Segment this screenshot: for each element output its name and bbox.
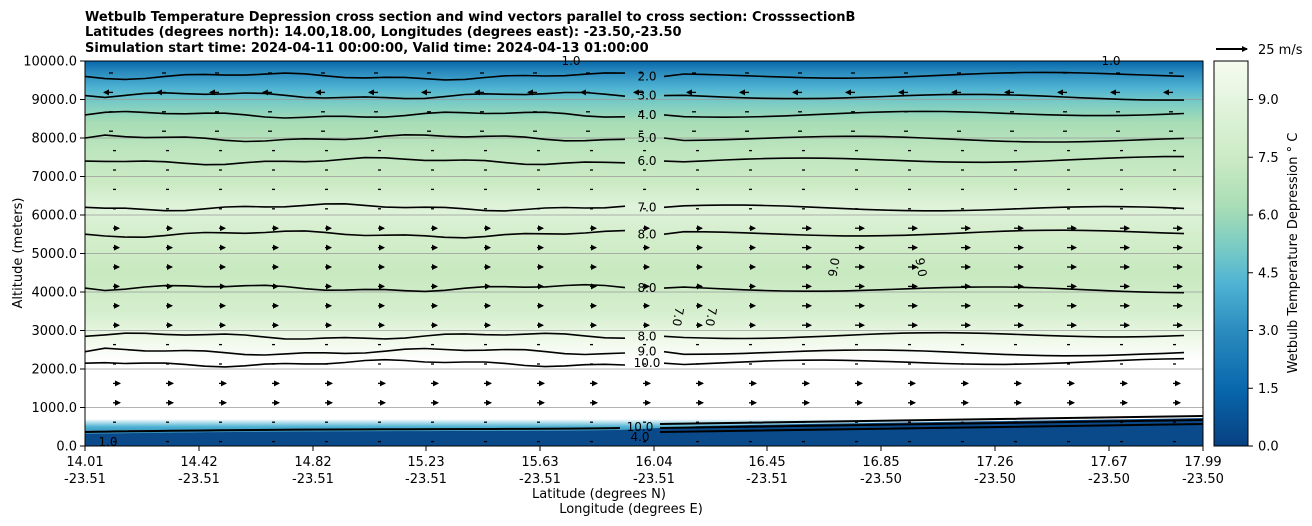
contour-line — [85, 91, 1184, 101]
contour-label: 9.0 — [637, 345, 656, 359]
contour-line — [85, 357, 1185, 368]
contour-lines — [85, 71, 1185, 368]
x-tick-label-lon: -23.50 — [1088, 472, 1130, 487]
x-tick-label-lat: 14.42 — [180, 455, 217, 470]
y-tick-label: 7000.0 — [32, 170, 78, 185]
title-line-1: Wetbulb Temperature Depression cross sec… — [85, 10, 855, 25]
colorbar-tick-label: 4.5 — [1258, 266, 1279, 281]
colorbar-tick-label: 6.0 — [1258, 209, 1279, 224]
x-tick-label-lon: -23.51 — [178, 472, 220, 487]
y-tick-label: 10000.0 — [23, 55, 77, 70]
x-tick-label-lon: -23.50 — [1182, 472, 1224, 487]
y-tick-label: 3000.0 — [32, 324, 78, 339]
contour-line — [85, 202, 1185, 212]
colorbar-tick-label: 0.0 — [1258, 440, 1279, 455]
contour-label: 9.0 — [912, 257, 929, 278]
x-axis-label-latitude: Latitude (degrees N) — [532, 487, 666, 502]
contour-label: 8.0 — [637, 227, 656, 241]
contour-line — [85, 229, 1185, 239]
x-tick-label-lat: 15.63 — [521, 455, 558, 470]
x-tick-label-lon: -23.51 — [633, 472, 675, 487]
surface-contours — [85, 415, 1203, 433]
contour-label: 1.0 — [561, 54, 580, 68]
colorbar-label: Wetbulb Temperature Depression ° C — [1286, 133, 1301, 374]
contour-label: 9.0 — [826, 257, 843, 278]
colorbar-fill — [1213, 60, 1249, 447]
colorbar-ticks: 0.0 1.5 3.0 4.5 6.0 7.5 9.0 — [1248, 93, 1279, 455]
y-tick-label: 1000.0 — [32, 401, 78, 416]
x-axis: 14.01 -23.51 14.42 -23.51 14.82 -23.51 15.23 -2… — [64, 446, 1224, 487]
gridlines — [85, 99, 1203, 408]
contour-label: 1.0 — [1101, 54, 1120, 68]
contour-label: 10.0 — [634, 356, 661, 370]
y-tick-label: 6000.0 — [32, 209, 78, 224]
chart-title: Wetbulb Temperature Depression cross sec… — [85, 10, 855, 56]
y-tick-label: 5000.0 — [32, 247, 78, 262]
colorbar-tick-label: 9.0 — [1258, 93, 1279, 108]
x-tick-label-lat: 14.01 — [66, 455, 103, 470]
contour-label: 6.0 — [637, 154, 656, 168]
x-tick-label-lat: 16.45 — [748, 455, 785, 470]
y-tick-label: 0.0 — [56, 440, 77, 455]
y-axis: 0.0 1000.0 2000.0 3000.0 4000.0 5000.0 6000.0 7… — [23, 55, 85, 455]
contour-label: 5.0 — [637, 131, 656, 145]
x-tick-label-lon: -23.51 — [405, 472, 447, 487]
y-tick-label: 4000.0 — [32, 286, 78, 301]
x-tick-label-lat: 14.82 — [294, 455, 331, 470]
y-tick-label: 9000.0 — [32, 93, 78, 108]
x-tick-label-lon: -23.51 — [519, 472, 561, 487]
colorbar-tick-label: 7.5 — [1258, 151, 1279, 166]
contour-line — [85, 133, 1185, 143]
contour-label: 2.0 — [637, 69, 656, 83]
contour-labels: 2.03.04.05.06.07.08.08.08.09.010.01.0 1.0… — [98, 54, 1120, 449]
contour-label: 8.0 — [637, 329, 656, 343]
plot-area — [85, 61, 1203, 446]
contour-label: 3.0 — [637, 89, 656, 103]
contour-label: 10.0 — [627, 420, 654, 434]
x-tick-label-lat: 16.04 — [635, 455, 672, 470]
colorbar-tick-label: 1.5 — [1258, 382, 1279, 397]
x-tick-label-lat: 17.99 — [1184, 455, 1221, 470]
x-tick-label-lon: -23.51 — [64, 472, 106, 487]
x-tick-label-lat: 15.23 — [407, 455, 444, 470]
y-axis-label: Altitude (meters) — [11, 198, 26, 309]
x-tick-label-lat: 17.67 — [1090, 455, 1127, 470]
contour-label: 4.0 — [637, 108, 656, 122]
quiver-key-label: 25 m/s — [1258, 43, 1303, 58]
quiver-key: 25 m/s — [1216, 43, 1303, 58]
y-tick-label: 8000.0 — [32, 132, 78, 147]
x-tick-label-lon: -23.50 — [974, 472, 1016, 487]
colorbar-tick-label: 3.0 — [1258, 324, 1279, 339]
contour-label: 4.0 — [630, 430, 649, 444]
x-tick-label-lon: -23.51 — [746, 472, 788, 487]
x-tick-label-lon: -23.51 — [292, 472, 334, 487]
contour-label: 7.0 — [702, 306, 719, 327]
contour-line — [85, 283, 1185, 294]
contour-label: 7.0 — [637, 200, 656, 214]
contour-line — [85, 71, 1185, 81]
colorbar: 0.0 1.5 3.0 4.5 6.0 7.5 9.0 Wetbulb Temperatur… — [1213, 60, 1301, 455]
wind-vectors — [103, 72, 1183, 443]
contour-line — [85, 331, 1185, 340]
contour-label: 1.0 — [98, 435, 117, 449]
title-line-2: Latitudes (degrees north): 14.00,18.00, … — [85, 25, 682, 40]
contour-label: 7.0 — [669, 306, 686, 327]
contour-label: 8.0 — [637, 281, 656, 295]
x-tick-label-lat: 17.26 — [976, 455, 1013, 470]
contour-line — [85, 347, 1185, 357]
x-axis-label-longitude: Longitude (degrees E) — [559, 502, 703, 517]
x-tick-label-lon: -23.50 — [860, 472, 902, 487]
y-tick-label: 2000.0 — [32, 363, 78, 378]
title-line-3: Simulation start time: 2024-04-11 00:00:… — [85, 41, 649, 56]
x-tick-label-lat: 16.85 — [862, 455, 899, 470]
contour-line — [85, 155, 1184, 166]
